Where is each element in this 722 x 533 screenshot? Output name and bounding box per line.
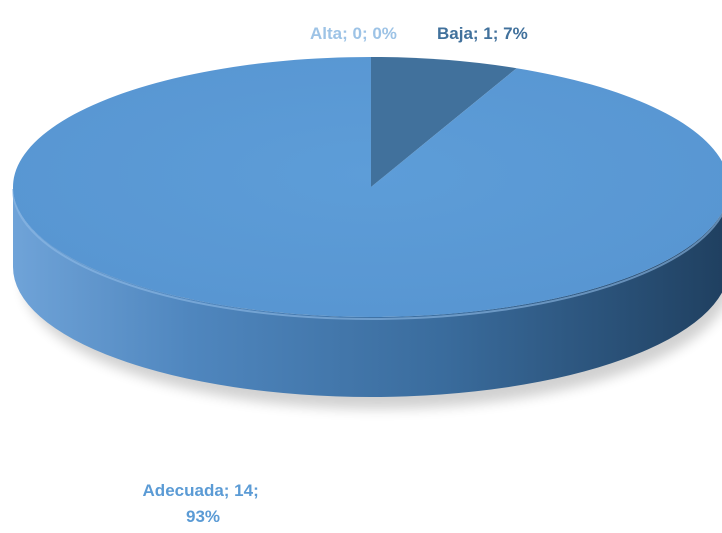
- pie-top-face: [13, 57, 722, 317]
- pie-rim-highlight: [12, 188, 722, 320]
- pie-slice-baja: [371, 57, 517, 187]
- slice-label-adecuada-line1: Adecuada; 14;: [143, 481, 259, 500]
- slice-label-alta: Alta; 0; 0%: [310, 24, 397, 43]
- pie-slice-adecuada: [13, 57, 722, 317]
- pie-side-adecuada: [13, 187, 722, 397]
- pie-side-wall: [12, 187, 722, 397]
- slice-label-adecuada: Adecuada; 14; 93%: [143, 481, 264, 526]
- slice-label-baja: Baja; 1; 7%: [437, 24, 528, 43]
- slice-label-adecuada-line2: 93%: [186, 507, 220, 526]
